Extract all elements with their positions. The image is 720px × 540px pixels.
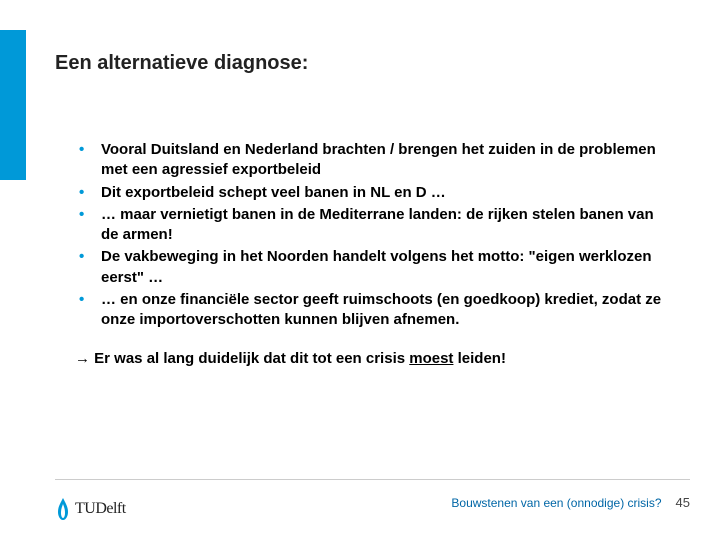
logo-tu: TU	[75, 500, 95, 517]
page-number: 45	[676, 495, 690, 510]
flame-icon	[55, 498, 71, 520]
accent-bar	[0, 30, 26, 180]
bullet-item: De vakbeweging in het Noorden handelt vo…	[75, 247, 675, 288]
logo-delft: Delft	[95, 500, 125, 517]
tudelft-logo: TUDelft	[55, 498, 126, 520]
bullet-list: Vooral Duitsland en Nederland brachten /…	[75, 140, 675, 330]
bullet-item: … maar vernietigt banen in de Mediterran…	[75, 205, 675, 246]
bullet-item: Dit exportbeleid schept veel banen in NL…	[75, 183, 675, 203]
logo-text: TUDelft	[75, 500, 126, 518]
conclusion-suffix: leiden!	[453, 350, 506, 367]
conclusion-prefix: → Er was al lang duidelijk dat dit tot e…	[75, 350, 409, 367]
bullet-item: … en onze financiële sector geeft ruimsc…	[75, 290, 675, 331]
conclusion-line: → Er was al lang duidelijk dat dit tot e…	[75, 350, 675, 367]
footer-caption: Bouwstenen van een (onnodige) crisis?	[451, 496, 661, 510]
bullet-item: Vooral Duitsland en Nederland brachten /…	[75, 140, 675, 181]
slide-title: Een alternatieve diagnose:	[55, 52, 308, 75]
slide: Een alternatieve diagnose: Vooral Duitsl…	[0, 0, 720, 540]
content-area: Vooral Duitsland en Nederland brachten /…	[75, 140, 675, 367]
conclusion-underline: moest	[409, 350, 453, 367]
footer-divider	[55, 479, 690, 480]
footer-right: Bouwstenen van een (onnodige) crisis? 45	[451, 495, 690, 510]
